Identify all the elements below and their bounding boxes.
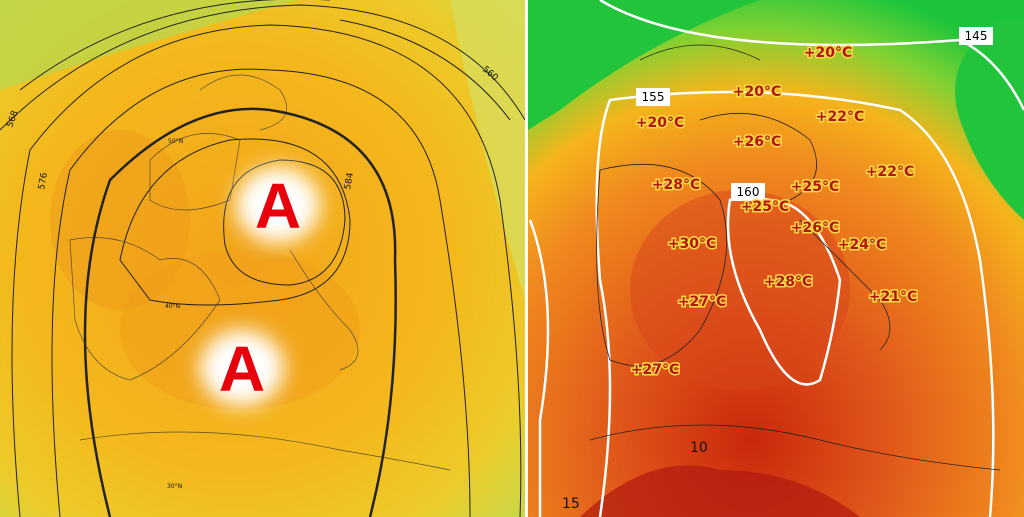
temperature-label: +28°C (764, 274, 813, 290)
cool-area (0, 0, 300, 90)
temperature-label: +27°C (678, 294, 727, 310)
isoline-label-box (636, 88, 670, 106)
temperature-label: +20°C (733, 84, 782, 100)
isoline-label: 160 (737, 185, 760, 199)
coastlines (589, 44, 1001, 471)
contour-label: 584 (343, 172, 356, 191)
glow (236, 167, 320, 243)
temperature-label: +22°C (816, 109, 865, 125)
cool-area (450, 0, 525, 300)
isoline-label: 145 (965, 29, 988, 43)
temperature-label: +22°C (866, 164, 915, 180)
lat-label: 50°N (168, 138, 183, 145)
temperature-label: +20°C (636, 115, 685, 131)
temperature-label: +28°C (652, 177, 701, 193)
isoline-label-box (959, 27, 993, 45)
temperature-label: +30°C (668, 236, 717, 252)
cool-area (528, 0, 760, 130)
warm-area (120, 250, 360, 410)
hot-area (580, 465, 860, 517)
temperature-label: +27°C (631, 362, 680, 378)
isoline-label-box (731, 183, 765, 201)
lat-label: 40°N (165, 303, 180, 310)
temperature-label: +26°C (791, 220, 840, 236)
left-panel: A A 576 568 560 584 50°N 40°N 30°N (0, 0, 526, 517)
temperature-label: +24°C (838, 237, 887, 253)
temperature-label: +20°C (804, 45, 853, 61)
cool-area (955, 20, 1024, 220)
right-panel: 155 160 145 +20°C +20°C +20°C +22°C +26°C +22°C +… (528, 0, 1024, 517)
contour-label: 576 (37, 172, 50, 191)
isotherm-label: 15 (562, 496, 580, 512)
temperature-label: +21°C (869, 289, 918, 305)
glow (200, 330, 284, 406)
isotherm-label: 10 (690, 440, 708, 456)
high-pressure: A (255, 170, 301, 242)
coastlines (69, 74, 451, 471)
contours (0, 0, 526, 517)
divider (525, 0, 528, 517)
isoline-label: 155 (642, 90, 665, 104)
temperature-label: +26°C (733, 134, 782, 150)
warm-area (50, 130, 190, 310)
temperature-label: +25°C (741, 199, 790, 215)
temperature-label: +25°C (791, 179, 840, 195)
isolines (528, 0, 1024, 517)
high-pressure: A (219, 333, 265, 405)
lat-label: 30°N (167, 483, 182, 490)
